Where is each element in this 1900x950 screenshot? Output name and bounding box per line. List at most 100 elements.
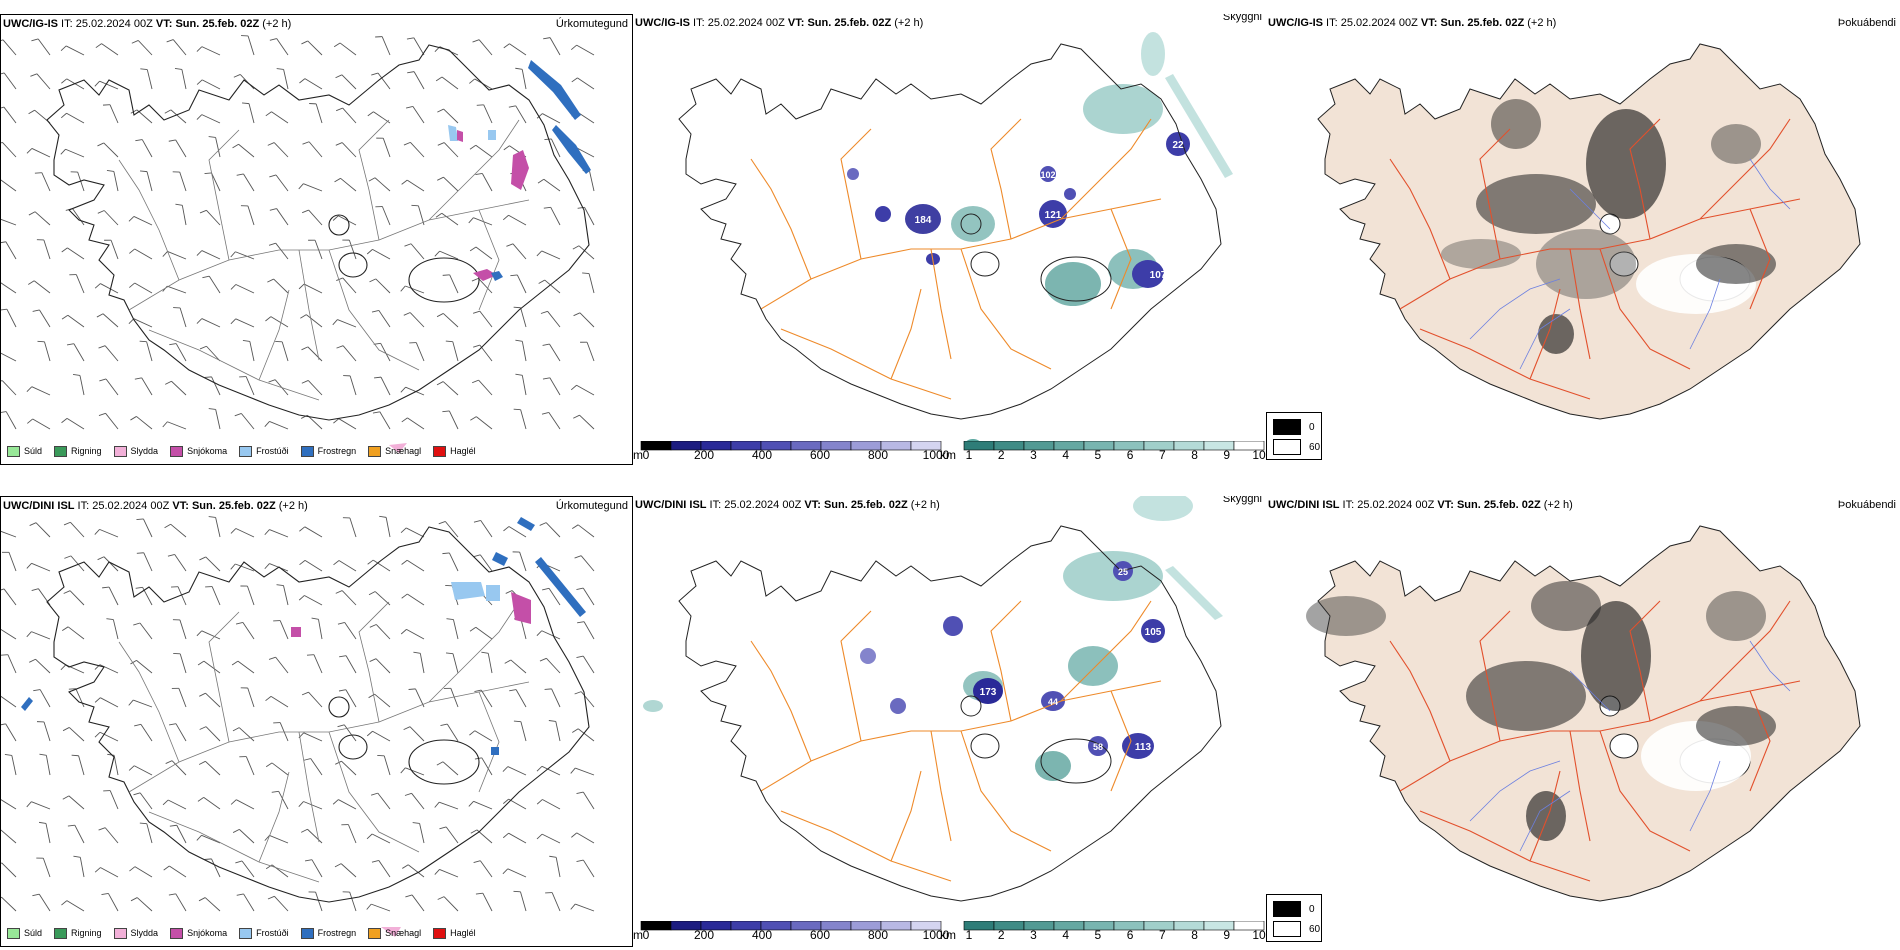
- legend-label: Slydda: [130, 928, 159, 938]
- wind-barb-flag: [94, 697, 101, 703]
- wind-barb: [175, 139, 187, 158]
- wind-barb: [442, 313, 459, 328]
- wind-barb: [102, 313, 119, 328]
- valid-time: Sun. 25.feb. 02Z: [1440, 17, 1525, 29]
- wind-barb: [375, 278, 391, 294]
- wind-barb-flag: [199, 209, 207, 214]
- wind-barb-flag: [264, 421, 270, 427]
- wind-barb-flag: [470, 829, 478, 834]
- wind-barb: [179, 653, 187, 674]
- wind-barb-flag: [196, 250, 203, 256]
- wind-barb-flag: [576, 587, 584, 591]
- visibility-map: 173 44 105 113 58 25: [643, 496, 1223, 902]
- wind-barb-flag: [166, 39, 174, 43]
- wind-barb: [341, 590, 357, 606]
- wind-barb-flag: [544, 688, 552, 690]
- wind-barb: [31, 148, 51, 158]
- colorbar-tick: 4: [1062, 448, 1069, 462]
- wind-barb-flag: [440, 723, 448, 727]
- colorbar-cell: [1173, 440, 1205, 451]
- wind-barb-flag: [336, 345, 344, 349]
- wind-barb-flag: [106, 169, 114, 172]
- wind-barb-flag: [301, 828, 308, 833]
- wind-barb: [1, 628, 17, 640]
- wind-barb: [547, 311, 561, 328]
- wind-barb: [249, 341, 255, 362]
- wind-barb-flag: [202, 275, 210, 279]
- wind-barb: [589, 171, 595, 192]
- wind-barb-flag: [302, 141, 310, 145]
- wind-barb-flag: [437, 176, 444, 181]
- wind-barb: [171, 380, 187, 396]
- wind-barb: [133, 699, 153, 708]
- wind-barb: [409, 726, 425, 742]
- colorbar-cell: [1023, 440, 1055, 451]
- wind-barb-flag: [276, 584, 284, 586]
- wind-barb: [348, 239, 357, 260]
- wind-barb-flag: [26, 148, 33, 154]
- wind-barb-flag: [39, 821, 47, 824]
- wind-barb-flag: [265, 864, 273, 870]
- cloud-label: 22: [1172, 140, 1184, 151]
- wind-barb: [443, 896, 459, 912]
- wind-barb: [276, 208, 289, 226]
- wind-barb: [549, 343, 561, 362]
- cloud-label: 25: [1118, 567, 1128, 577]
- wind-barb-flag: [515, 373, 523, 376]
- visibility-patches: [643, 496, 1223, 781]
- wind-barb-flag: [196, 46, 203, 52]
- wind-barb: [65, 45, 85, 56]
- wind-barb: [584, 207, 595, 226]
- wind-barb: [450, 688, 459, 708]
- wind-barb-flag: [130, 897, 138, 902]
- wind-barb-flag: [371, 72, 379, 76]
- wind-barb: [179, 171, 187, 192]
- wind-barb: [170, 523, 187, 538]
- wind-barb-flag: [469, 78, 476, 84]
- colorbar-tick: 3: [1030, 448, 1037, 462]
- wind-barb-flag: [406, 37, 414, 40]
- wind-barb-flag: [332, 799, 339, 805]
- wind-barb: [247, 687, 255, 708]
- legend-swatch: [54, 445, 68, 457]
- height-unit: m: [633, 928, 643, 942]
- panel-header: UWC/DINI ISL IT: 25.02.2024 00Z VT: Sun.…: [633, 496, 1266, 514]
- wind-barb: [375, 658, 391, 674]
- wind-barb: [146, 341, 153, 362]
- wind-barb-flag: [271, 790, 279, 793]
- wind-barb-flag: [515, 339, 523, 342]
- wind-barb-flag: [446, 618, 454, 620]
- wind-barb-flag: [570, 767, 576, 774]
- wind-barb: [201, 46, 221, 56]
- wind-barb: [541, 630, 561, 640]
- wind-barb: [452, 653, 459, 674]
- wind-barb-flag: [372, 411, 380, 414]
- wind-barb: [551, 138, 561, 158]
- wind-barb: [308, 209, 323, 226]
- wind-barb: [576, 384, 595, 396]
- wind-barb-flag: [197, 660, 205, 666]
- wind-barb-flag: [265, 762, 273, 768]
- wind-barb-flag: [242, 102, 250, 105]
- wind-barb: [271, 762, 289, 776]
- legend-item: Frostregn: [300, 927, 356, 939]
- cloud-label: 105: [1145, 627, 1162, 638]
- wind-barb-flag: [168, 139, 176, 142]
- visibility-panel-row1: UWC/IG-IS IT: 25.02.2024 00Z VT: Sun. 25…: [633, 14, 1266, 465]
- wind-barb: [545, 522, 561, 538]
- wind-barb: [245, 756, 255, 776]
- wind-barb-flag: [536, 250, 543, 257]
- wind-barb-flag: [379, 515, 387, 518]
- fog-panel-row2: UWC/DINI ISL IT: 25.02.2024 00Z VT: Sun.…: [1266, 496, 1900, 947]
- wind-barb: [575, 767, 595, 776]
- wind-barb-flag: [232, 727, 240, 732]
- colorbar-tick: 0: [642, 928, 650, 942]
- wind-barb-flag: [510, 274, 518, 277]
- precip-patches: [21, 517, 586, 937]
- wind-barb-flag: [264, 835, 270, 841]
- wind-barb: [417, 205, 425, 226]
- lead-time: (+2 h): [275, 500, 308, 512]
- wind-barb: [99, 731, 119, 742]
- wind-barb-flag: [133, 622, 141, 626]
- lead-time: (+2 h): [891, 17, 924, 29]
